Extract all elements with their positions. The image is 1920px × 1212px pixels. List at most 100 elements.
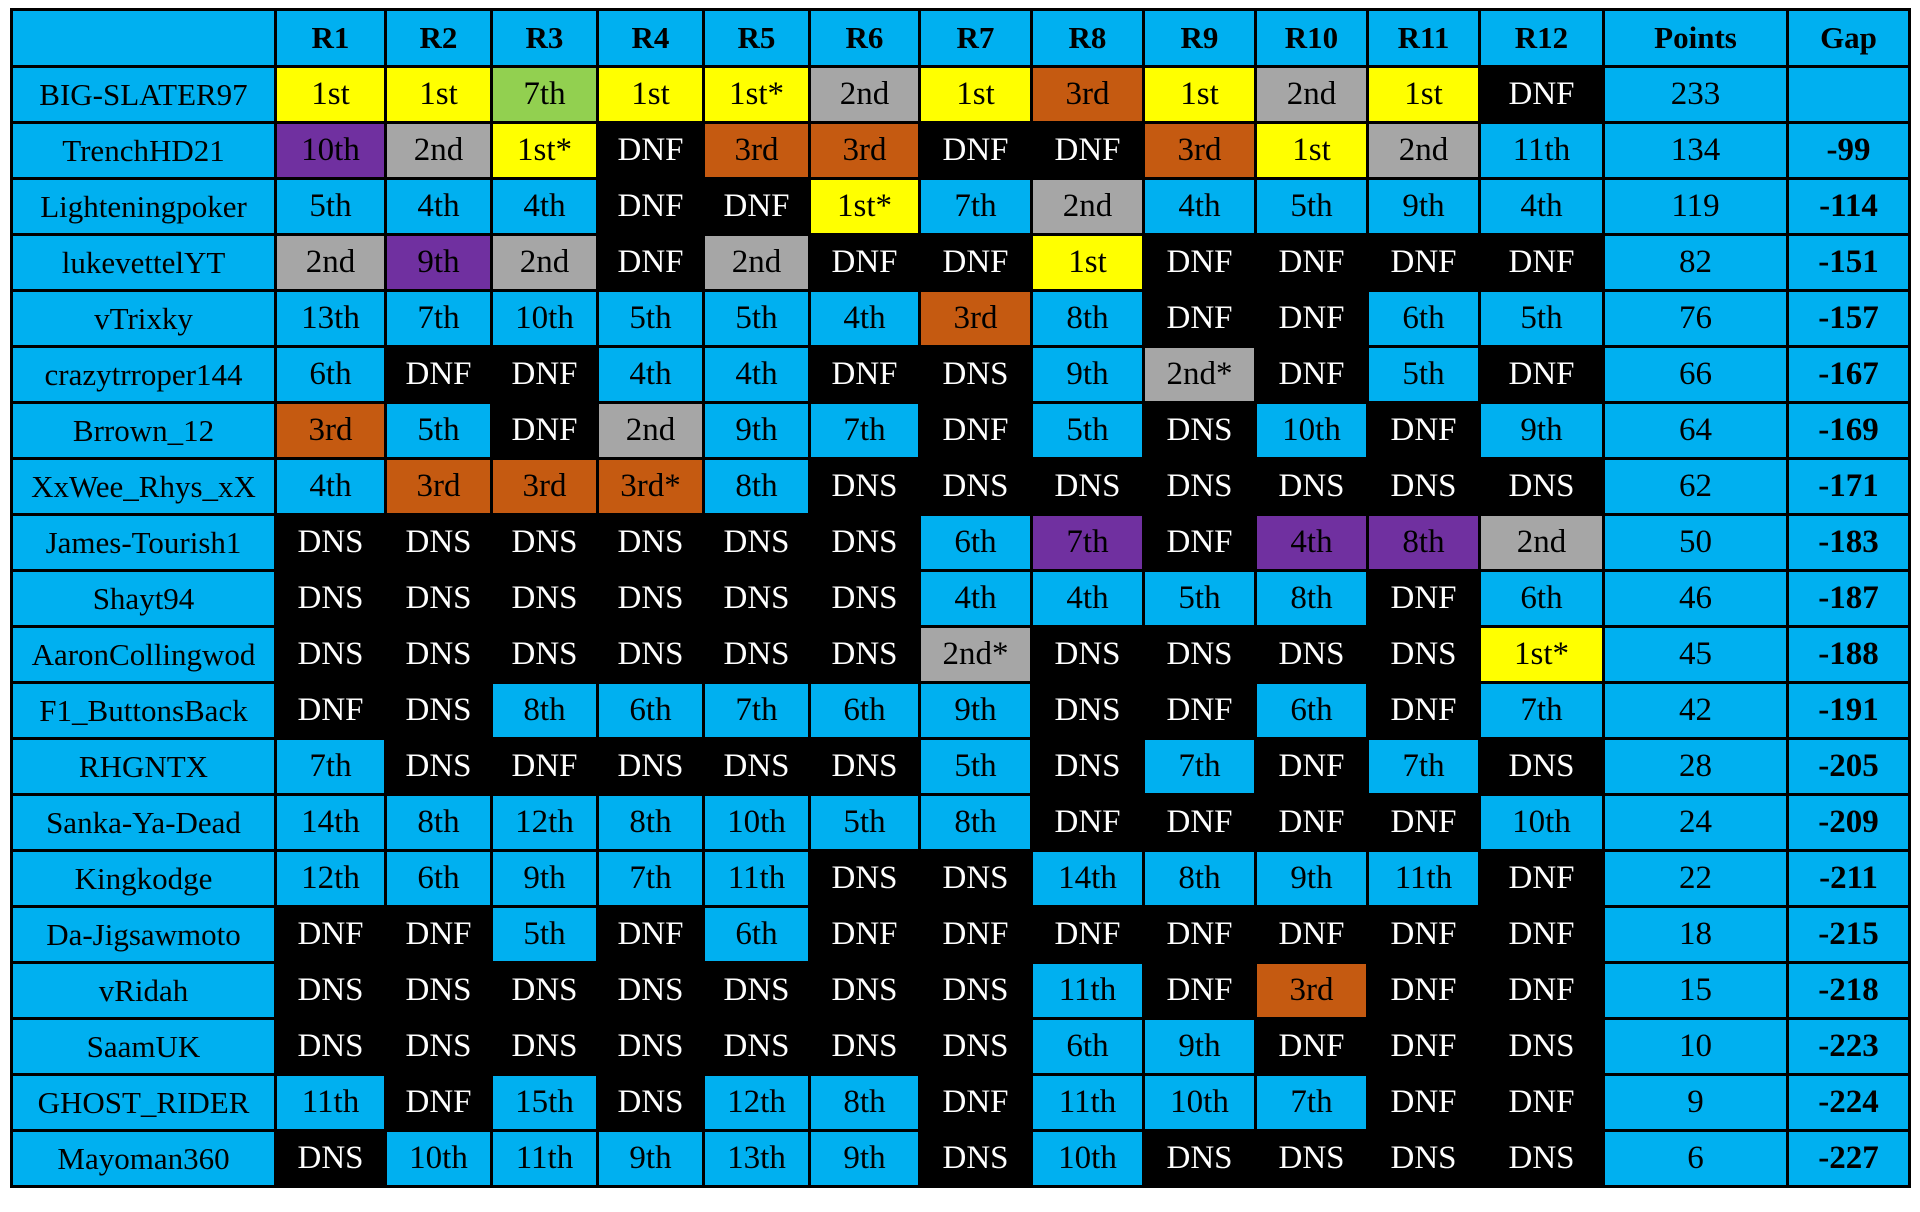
result-cell-r2: DNF	[384, 905, 493, 964]
result-cell-r1: DNF	[274, 905, 387, 964]
result-cell-r10: DNS	[1254, 625, 1369, 684]
result-cell-r10: 5th	[1254, 177, 1369, 236]
result-cell-r6: DNS	[808, 1017, 921, 1076]
result-cell-r11: 11th	[1366, 849, 1481, 908]
result-cell-r9: DNF	[1142, 233, 1257, 292]
result-cell-r3: 4th	[490, 177, 599, 236]
result-cell-r12: DNS	[1478, 457, 1605, 516]
header-r1: R1	[274, 8, 387, 68]
result-cell-r6: 5th	[808, 793, 921, 852]
table-row: vRidah DNS DNS DNS DNS DNS DNS DNS 11th DNF 3rd DNF…	[10, 961, 1911, 1020]
result-cell-r8: DNS	[1030, 681, 1145, 740]
points-cell: 233	[1602, 65, 1789, 124]
result-cell-r7: 7th	[918, 177, 1033, 236]
result-cell-r8: 2nd	[1030, 177, 1145, 236]
result-cell-r9: DNS	[1142, 625, 1257, 684]
result-cell-r11: DNF	[1366, 401, 1481, 460]
result-cell-r2: 5th	[384, 401, 493, 460]
table-row: SaamUK DNS DNS DNS DNS DNS DNS DNS 6th 9th DNF DNF D…	[10, 1017, 1911, 1076]
result-cell-r11: 8th	[1366, 513, 1481, 572]
result-cell-r7: DNF	[918, 121, 1033, 180]
result-cell-r4: DNS	[596, 625, 705, 684]
result-cell-r5: DNF	[702, 177, 811, 236]
result-cell-r9: DNS	[1142, 1129, 1257, 1188]
table-row: RHGNTX 7th DNS DNF DNS DNS DNS 5th DNS 7th DNF 7th D…	[10, 737, 1911, 796]
result-cell-r8: DNS	[1030, 737, 1145, 796]
result-cell-r3: 7th	[490, 65, 599, 124]
result-cell-r5: 10th	[702, 793, 811, 852]
result-cell-r9: 10th	[1142, 1073, 1257, 1132]
result-cell-r11: DNF	[1366, 961, 1481, 1020]
result-cell-r11: 6th	[1366, 289, 1481, 348]
driver-name: Lighteningpoker	[10, 177, 277, 236]
result-cell-r9: 5th	[1142, 569, 1257, 628]
result-cell-r3: 5th	[490, 905, 599, 964]
result-cell-r10: DNF	[1254, 793, 1369, 852]
result-cell-r11: 5th	[1366, 345, 1481, 404]
driver-name: crazytrroper144	[10, 345, 277, 404]
result-cell-r5: 7th	[702, 681, 811, 740]
result-cell-r5: 1st*	[702, 65, 811, 124]
points-cell: 24	[1602, 793, 1789, 852]
gap-cell: -218	[1786, 961, 1911, 1020]
header-r2: R2	[384, 8, 493, 68]
gap-cell: -169	[1786, 401, 1911, 460]
result-cell-r2: 8th	[384, 793, 493, 852]
gap-cell: -187	[1786, 569, 1911, 628]
table-row: GHOST_RIDER 11th DNF 15th DNS 12th 8th DNF 11th 1…	[10, 1073, 1911, 1132]
driver-name: vTrixky	[10, 289, 277, 348]
result-cell-r10: 8th	[1254, 569, 1369, 628]
result-cell-r5: 8th	[702, 457, 811, 516]
result-cell-r2: 10th	[384, 1129, 493, 1188]
table-row: crazytrroper144 6th DNF DNF 4th 4th DNF DNS 9th 2…	[10, 345, 1911, 404]
gap-cell: -211	[1786, 849, 1911, 908]
result-cell-r1: DNS	[274, 569, 387, 628]
result-cell-r11: DNF	[1366, 905, 1481, 964]
table-row: Shayt94 DNS DNS DNS DNS DNS DNS 4th 4th 5th 8th DNF…	[10, 569, 1911, 628]
result-cell-r3: DNF	[490, 737, 599, 796]
result-cell-r3: 2nd	[490, 233, 599, 292]
result-cell-r8: 10th	[1030, 1129, 1145, 1188]
result-cell-r4: 3rd*	[596, 457, 705, 516]
result-cell-r2: 6th	[384, 849, 493, 908]
result-cell-r7: DNS	[918, 345, 1033, 404]
driver-name: GHOST_RIDER	[10, 1073, 277, 1132]
result-cell-r6: DNS	[808, 737, 921, 796]
result-cell-r7: 5th	[918, 737, 1033, 796]
result-cell-r3: 10th	[490, 289, 599, 348]
result-cell-r10: 2nd	[1254, 65, 1369, 124]
points-cell: 46	[1602, 569, 1789, 628]
points-cell: 50	[1602, 513, 1789, 572]
points-cell: 64	[1602, 401, 1789, 460]
points-cell: 22	[1602, 849, 1789, 908]
result-cell-r6: 6th	[808, 681, 921, 740]
driver-name: AaronCollingwod	[10, 625, 277, 684]
result-cell-r3: DNS	[490, 569, 599, 628]
points-cell: 45	[1602, 625, 1789, 684]
result-cell-r11: 1st	[1366, 65, 1481, 124]
header-r8: R8	[1030, 8, 1145, 68]
result-cell-r3: 8th	[490, 681, 599, 740]
result-cell-r1: 11th	[274, 1073, 387, 1132]
table-row: Da-Jigsawmoto DNF DNF 5th DNF 6th DNF DNF DNF DNF…	[10, 905, 1911, 964]
result-cell-r4: 1st	[596, 65, 705, 124]
result-cell-r4: DNF	[596, 905, 705, 964]
driver-name: RHGNTX	[10, 737, 277, 796]
result-cell-r12: 7th	[1478, 681, 1605, 740]
result-cell-r10: 10th	[1254, 401, 1369, 460]
result-cell-r8: 14th	[1030, 849, 1145, 908]
result-cell-r6: DNF	[808, 233, 921, 292]
result-cell-r11: 9th	[1366, 177, 1481, 236]
result-cell-r8: 4th	[1030, 569, 1145, 628]
result-cell-r7: DNS	[918, 1129, 1033, 1188]
result-cell-r1: DNS	[274, 1017, 387, 1076]
result-cell-r3: DNF	[490, 401, 599, 460]
result-cell-r4: 2nd	[596, 401, 705, 460]
result-cell-r9: DNF	[1142, 513, 1257, 572]
result-cell-r9: 8th	[1142, 849, 1257, 908]
result-cell-r8: 11th	[1030, 1073, 1145, 1132]
result-cell-r2: 9th	[384, 233, 493, 292]
result-cell-r4: 9th	[596, 1129, 705, 1188]
result-cell-r6: DNS	[808, 569, 921, 628]
gap-cell: -183	[1786, 513, 1911, 572]
